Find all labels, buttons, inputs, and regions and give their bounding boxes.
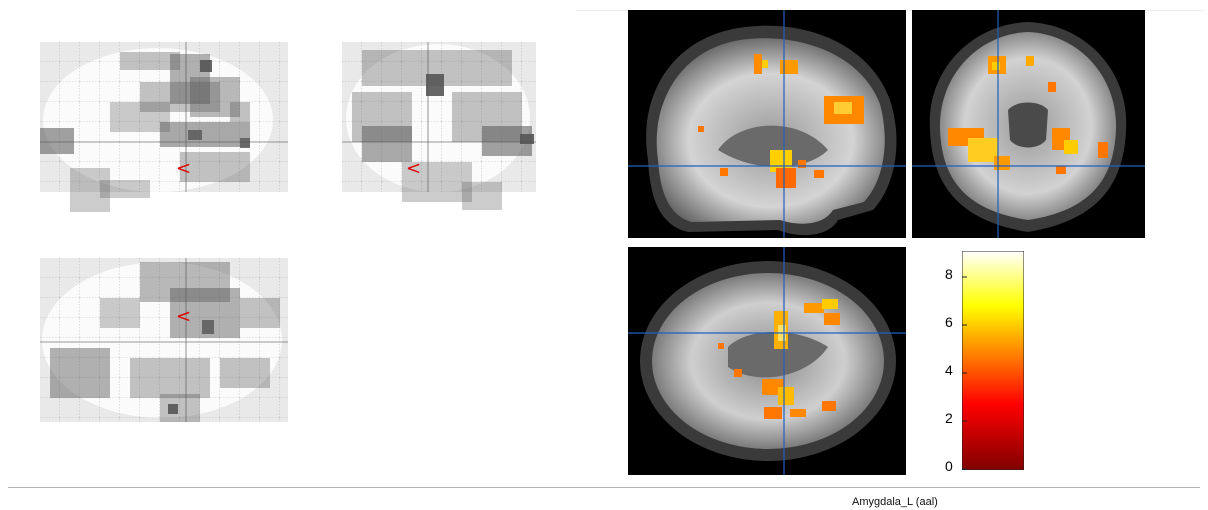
glass-marker-sagittal: <	[176, 158, 191, 179]
glass-brain-axial[interactable]: <	[40, 258, 288, 424]
colorbar-tick-4: 4	[945, 362, 953, 378]
colorbar	[961, 250, 1025, 471]
glass-marker-coronal: <	[406, 158, 421, 179]
glass-brain-coronal[interactable]: <	[342, 42, 536, 216]
bottom-divider	[8, 487, 1200, 488]
colorbar-tick-0: 0	[945, 458, 953, 474]
colorbar-tick-8: 8	[945, 266, 953, 282]
region-label: Amygdala_L (aal)	[852, 496, 938, 508]
slice-coronal[interactable]	[912, 10, 1145, 238]
slice-sagittal[interactable]	[628, 10, 906, 238]
colorbar-tick-6: 6	[945, 314, 953, 330]
colorbar-tick-2: 2	[945, 410, 953, 426]
slice-axial[interactable]	[628, 247, 906, 475]
glass-brain-sagittal[interactable]: <	[40, 42, 288, 216]
glass-marker-axial: <	[176, 306, 191, 327]
